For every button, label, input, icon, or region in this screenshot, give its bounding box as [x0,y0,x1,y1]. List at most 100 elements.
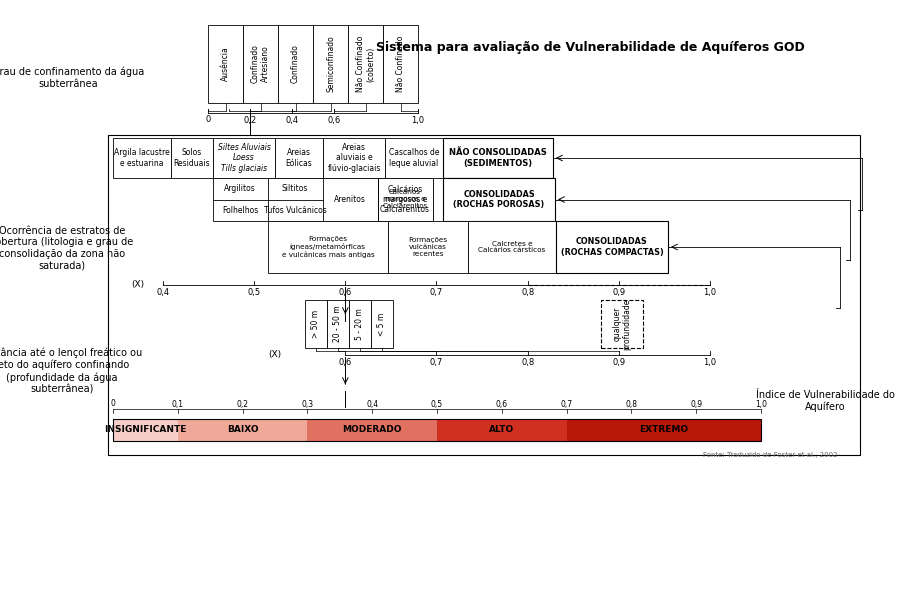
Text: 0: 0 [205,116,211,124]
Text: EXTREMO: EXTREMO [640,426,688,435]
Bar [268,221,388,273]
Text: Formações
ígneas/metamórficas
e vulcânicas mais antigas: Formações ígneas/metamórficas e vulcânic… [282,236,374,258]
Bar [178,419,308,441]
Text: 1,0: 1,0 [755,400,767,408]
Text: 0,2: 0,2 [243,116,257,124]
Text: Distância até o lençol freático ou
teto do aquífero confinando
(profundidade da : Distância até o lençol freático ou teto … [0,348,143,394]
Bar [208,25,243,103]
Text: MODERADO: MODERADO [343,426,402,435]
Bar [388,221,468,273]
Text: 0,7: 0,7 [561,400,572,408]
Bar [243,25,278,103]
Text: Índice de Vulnerabilidade do
Aquífero: Índice de Vulnerabilidade do Aquífero [755,390,894,412]
Bar [108,135,860,455]
Text: Formações
vulcânicas
recentes: Formações vulcânicas recentes [408,237,448,257]
Bar [313,25,348,103]
Text: Fonte: Traduzido de Foster et al., 2002: Fonte: Traduzido de Foster et al., 2002 [702,452,837,458]
Text: > 50 m: > 50 m [311,310,320,338]
Bar [567,419,761,441]
Text: Areias
aluviais e
flúvio-glaciais: Areias aluviais e flúvio-glaciais [327,143,380,173]
Bar [383,25,418,103]
Text: 0,9: 0,9 [690,400,702,408]
Text: Argila lacustre
e estuarina: Argila lacustre e estuarina [114,148,170,168]
Bar [443,138,553,178]
Bar [113,419,178,441]
Text: Calcretes e
Calcários cársticos: Calcretes e Calcários cársticos [478,241,545,253]
Text: 0,4: 0,4 [285,116,299,124]
Text: 0,6: 0,6 [327,116,341,124]
Text: CONSOLIDADAS
(ROCHAS COMPACTAS): CONSOLIDADAS (ROCHAS COMPACTAS) [561,238,664,257]
Text: Argilitos: Argilitos [224,185,256,193]
Text: BAIXO: BAIXO [227,426,258,435]
Text: 0,6: 0,6 [339,358,352,367]
Text: NÃO CONSOLIDADAS
(SEDIMENTOS): NÃO CONSOLIDADAS (SEDIMENTOS) [449,148,547,168]
Text: (X): (X) [268,350,282,359]
Text: Confinado: Confinado [291,45,300,83]
Text: Arenitos: Arenitos [334,195,366,204]
Text: 0,6: 0,6 [339,288,352,297]
Bar [308,419,437,441]
Text: < 5 m: < 5 m [378,312,387,336]
Text: 1,0: 1,0 [703,288,717,297]
Text: Não Confinado
(coberto): Não Confinado (coberto) [356,36,375,92]
Text: 0,4: 0,4 [156,288,170,297]
Text: INSIGNIFICANTE: INSIGNIFICANTE [104,426,187,435]
Text: Folhelhos: Folhelhos [222,206,258,215]
Text: 1,0: 1,0 [703,358,717,367]
Text: Cascalhos de
leque aluvial: Cascalhos de leque aluvial [388,148,440,168]
Bar [213,138,275,178]
Text: Semiconfinado: Semiconfinado [326,36,335,92]
Text: 0,5: 0,5 [248,288,261,297]
Text: Calcários
margosos e
Calciarenitos: Calcários margosos e Calciarenitos [382,189,428,209]
Text: 0,3: 0,3 [301,400,313,408]
Text: Areias
Eólicas: Areias Eólicas [285,148,312,168]
Text: Siltes Aluviais
Loess
Tills glaciais: Siltes Aluviais Loess Tills glaciais [218,143,270,173]
Text: 0,8: 0,8 [625,400,638,408]
Bar [349,300,371,348]
Text: Ausência: Ausência [221,46,230,81]
Text: 0,2: 0,2 [237,400,248,408]
Bar [443,178,555,221]
Text: CONSOLIDADAS
(ROCHAS POROSAS): CONSOLIDADAS (ROCHAS POROSAS) [453,190,544,209]
Text: Calcários
margosos e
Calciarenitos: Calcários margosos e Calciarenitos [380,185,430,215]
Text: Siltitos: Siltitos [282,185,309,193]
Text: Ocorrência de estratos de
cobertura (litologia e grau de
consolidação da zona nã: Ocorrência de estratos de cobertura (lit… [0,226,134,270]
Bar [385,138,443,178]
Bar [323,138,385,178]
Bar [305,300,327,348]
Text: qualquer
profundidade: qualquer profundidade [612,298,631,350]
Bar [371,300,393,348]
Text: 0,8: 0,8 [521,288,535,297]
Bar [213,178,433,221]
Bar [275,138,323,178]
Text: Confinado
Artesiano: Confinado Artesiano [251,45,270,83]
Bar [378,178,433,221]
Bar [327,300,349,348]
Bar [113,138,171,178]
Text: 0,7: 0,7 [430,288,443,297]
Text: Solos
Residuais: Solos Residuais [174,148,210,168]
Text: Tufos Vulcânicos: Tufos Vulcânicos [264,206,327,215]
Text: 0,6: 0,6 [496,400,508,408]
Text: Grau de confinamento da água
subterrânea: Grau de confinamento da água subterrânea [0,67,144,89]
Bar [556,221,668,273]
Text: Não Confinado: Não Confinado [396,36,405,92]
Text: Sistema para avaliação de Vulnerabilidade de Aquíferos GOD: Sistema para avaliação de Vulnerabilidad… [376,42,805,54]
Bar [437,419,567,441]
Text: ALTO: ALTO [489,426,514,435]
Bar [601,300,643,348]
Text: (X): (X) [132,280,144,289]
Text: 5 - 20 m: 5 - 20 m [355,308,364,340]
Text: 1,0: 1,0 [412,116,424,124]
Text: 0,4: 0,4 [366,400,379,408]
Text: 0,9: 0,9 [613,288,625,297]
Bar [468,221,556,273]
Bar [113,419,761,441]
Text: 0: 0 [110,400,116,408]
Bar [171,138,213,178]
Bar [348,25,383,103]
Text: 0,5: 0,5 [431,400,443,408]
Text: 0,9: 0,9 [613,358,625,367]
Text: 0,1: 0,1 [172,400,184,408]
Text: 0,8: 0,8 [521,358,535,367]
